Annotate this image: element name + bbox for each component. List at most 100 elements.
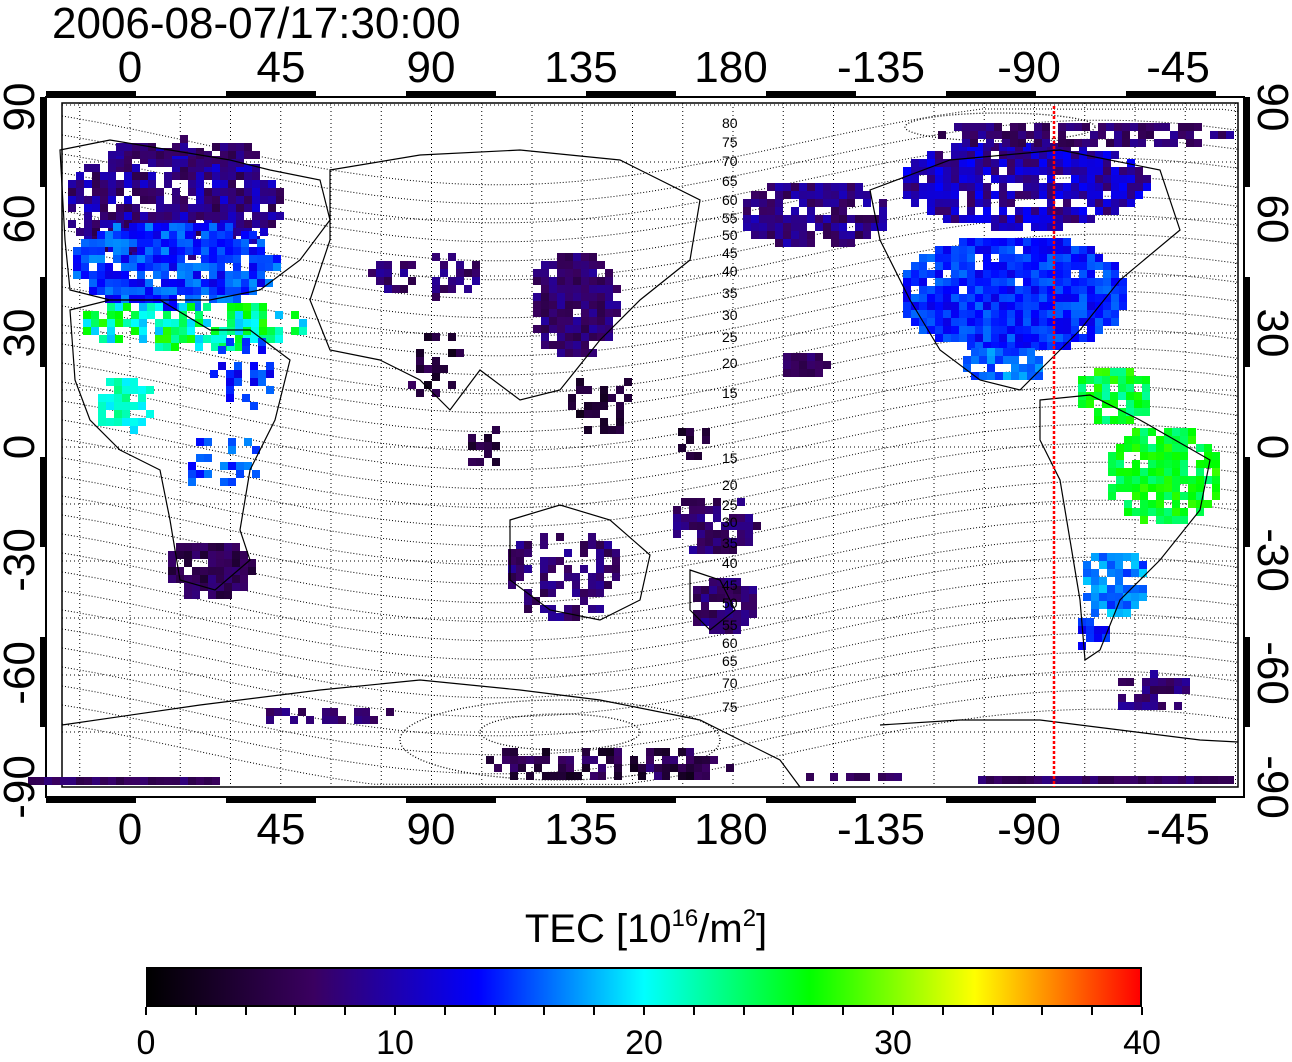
tec-cell bbox=[137, 279, 145, 287]
tec-cell bbox=[232, 559, 240, 567]
tec-cell bbox=[1047, 151, 1055, 159]
tec-cell bbox=[986, 131, 994, 139]
tec-cell bbox=[911, 318, 919, 326]
tec-cell bbox=[1079, 183, 1087, 191]
tec-cell bbox=[1023, 254, 1031, 262]
tec-cell bbox=[1119, 294, 1127, 302]
tec-cell bbox=[236, 228, 244, 236]
tec-cell bbox=[60, 777, 68, 785]
tec-cell bbox=[673, 506, 681, 514]
tec-cell bbox=[1055, 270, 1063, 278]
tec-cell bbox=[831, 191, 839, 199]
tec-cell bbox=[209, 279, 217, 287]
tec-cell bbox=[967, 286, 975, 294]
tec-cell bbox=[432, 253, 440, 261]
tec-cell bbox=[1174, 702, 1182, 710]
tec-cell bbox=[1146, 131, 1154, 139]
tec-cell bbox=[1002, 131, 1010, 139]
tec-cell bbox=[472, 269, 480, 277]
tec-cell bbox=[416, 365, 424, 373]
tec-cell bbox=[1071, 159, 1079, 167]
tec-cell bbox=[967, 326, 975, 334]
tec-cell bbox=[1035, 356, 1043, 364]
tec-cell bbox=[1055, 302, 1063, 310]
tec-cell bbox=[1095, 175, 1103, 183]
tec-cell bbox=[759, 199, 767, 207]
tec-cell bbox=[100, 204, 108, 212]
tec-cell bbox=[107, 303, 115, 311]
tec-cell bbox=[791, 191, 799, 199]
tec-cell bbox=[959, 294, 967, 302]
tec-cell bbox=[228, 446, 236, 454]
tec-cell bbox=[108, 244, 116, 252]
tec-cell bbox=[823, 183, 831, 191]
tec-cell bbox=[208, 575, 216, 583]
tec-cell bbox=[951, 302, 959, 310]
tec-cell bbox=[701, 602, 709, 610]
tec-cell bbox=[1102, 384, 1110, 392]
tec-cell bbox=[1047, 143, 1055, 151]
tec-cell bbox=[558, 772, 566, 780]
tec-cell bbox=[815, 199, 823, 207]
tec-cell bbox=[209, 263, 217, 271]
tec-cell bbox=[508, 581, 516, 589]
tec-cell bbox=[218, 346, 226, 354]
tec-cell bbox=[1115, 553, 1123, 561]
tec-cell bbox=[565, 293, 573, 301]
tec-cell bbox=[605, 333, 613, 341]
tec-cell bbox=[115, 303, 123, 311]
tec-cell bbox=[975, 167, 983, 175]
tec-cell bbox=[662, 772, 670, 780]
tec-cell bbox=[400, 269, 408, 277]
tec-cell bbox=[662, 764, 670, 772]
tec-cell bbox=[400, 285, 408, 293]
tec-cell bbox=[241, 239, 249, 247]
tec-cell bbox=[155, 335, 163, 343]
tec-cell bbox=[217, 263, 225, 271]
tec-cell bbox=[169, 239, 177, 247]
tec-cell bbox=[847, 191, 855, 199]
tec-cell bbox=[983, 159, 991, 167]
tec-cell bbox=[1087, 215, 1095, 223]
tec-cell bbox=[1132, 508, 1140, 516]
tec-cell bbox=[903, 183, 911, 191]
tec-cell bbox=[927, 175, 935, 183]
tec-cell bbox=[212, 156, 220, 164]
tec-cell bbox=[115, 335, 123, 343]
tec-cell bbox=[573, 253, 581, 261]
tec-cell bbox=[249, 231, 257, 239]
tec-cell bbox=[759, 223, 767, 231]
tec-cell bbox=[581, 277, 589, 285]
colorbar-tickmark bbox=[244, 1007, 247, 1015]
tec-cell bbox=[557, 269, 565, 277]
tec-cell bbox=[81, 271, 89, 279]
tec-cell bbox=[903, 286, 911, 294]
tec-cell bbox=[959, 183, 967, 191]
tec-cell bbox=[1063, 246, 1071, 254]
tec-cell bbox=[177, 287, 185, 295]
tec-cell bbox=[1091, 593, 1099, 601]
tec-cell bbox=[565, 285, 573, 293]
tec-cell bbox=[935, 334, 943, 342]
tec-cell bbox=[137, 239, 145, 247]
tec-cell bbox=[1132, 484, 1140, 492]
tec-cell bbox=[959, 334, 967, 342]
tec-cell bbox=[1108, 452, 1116, 460]
tec-cell bbox=[565, 309, 573, 317]
tec-cell bbox=[169, 303, 177, 311]
tec-cell bbox=[1039, 302, 1047, 310]
tec-cell bbox=[241, 231, 249, 239]
tec-cell bbox=[991, 143, 999, 151]
tec-cell bbox=[733, 586, 741, 594]
tec-cell bbox=[137, 255, 145, 263]
tec-cell bbox=[1023, 215, 1031, 223]
tec-cell bbox=[839, 239, 847, 247]
tec-cell bbox=[549, 325, 557, 333]
tec-cell bbox=[524, 541, 532, 549]
tec-cell bbox=[188, 470, 196, 478]
tec-cell bbox=[129, 255, 137, 263]
tec-cell bbox=[1131, 561, 1139, 569]
tec-cell bbox=[1071, 334, 1079, 342]
tec-cell bbox=[1078, 400, 1086, 408]
tec-cell bbox=[68, 188, 76, 196]
